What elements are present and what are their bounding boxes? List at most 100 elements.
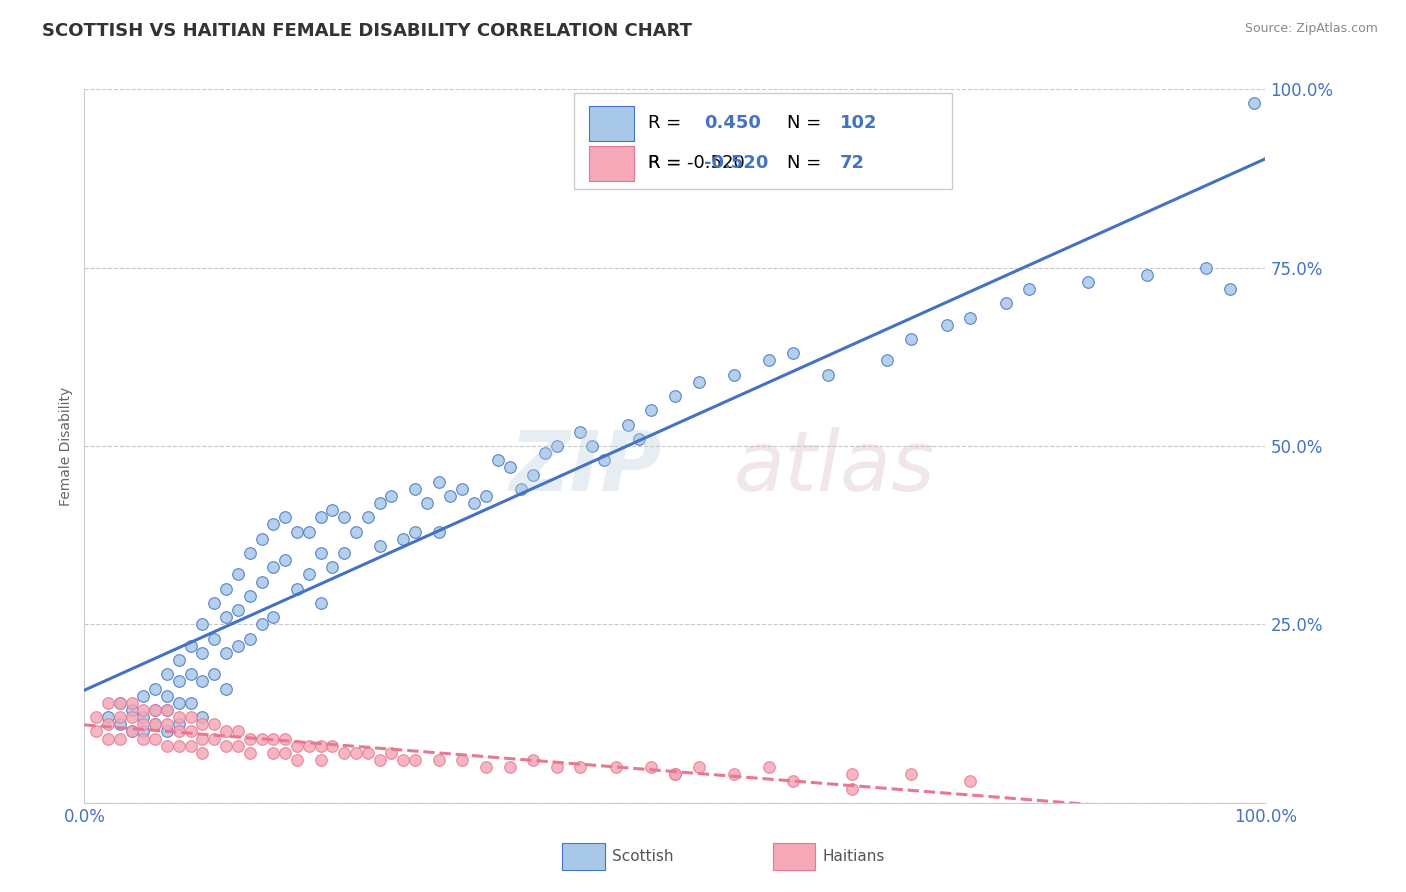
- Point: [132, 717, 155, 731]
- Point: [191, 731, 214, 746]
- Text: SCOTTISH VS HAITIAN FEMALE DISABILITY CORRELATION CHART: SCOTTISH VS HAITIAN FEMALE DISABILITY CO…: [42, 22, 692, 40]
- Point: [333, 746, 356, 760]
- Point: [841, 781, 863, 796]
- Point: [202, 632, 225, 646]
- Point: [132, 731, 155, 746]
- Point: [782, 774, 804, 789]
- Point: [84, 724, 107, 739]
- Point: [215, 610, 238, 624]
- Point: [664, 767, 686, 781]
- Point: [723, 368, 745, 382]
- Point: [404, 753, 426, 767]
- Point: [522, 467, 544, 482]
- Point: [143, 703, 166, 717]
- Point: [215, 724, 238, 739]
- Point: [298, 567, 321, 582]
- Point: [97, 710, 120, 724]
- Point: [900, 332, 922, 346]
- Point: [427, 524, 450, 539]
- Point: [262, 610, 284, 624]
- Point: [392, 753, 415, 767]
- Point: [239, 546, 262, 560]
- Point: [226, 567, 249, 582]
- Point: [333, 510, 356, 524]
- Point: [285, 753, 308, 767]
- Point: [309, 739, 332, 753]
- Point: [143, 731, 166, 746]
- Point: [581, 439, 603, 453]
- Point: [782, 346, 804, 360]
- Point: [368, 753, 391, 767]
- Point: [202, 717, 225, 731]
- Point: [191, 646, 214, 660]
- Point: [191, 710, 214, 724]
- Point: [239, 731, 262, 746]
- Point: [321, 560, 343, 574]
- Point: [321, 739, 343, 753]
- Point: [108, 731, 131, 746]
- Point: [226, 739, 249, 753]
- Text: 102: 102: [841, 114, 877, 132]
- Point: [628, 432, 651, 446]
- Point: [1077, 275, 1099, 289]
- Point: [616, 417, 638, 432]
- Point: [758, 353, 780, 368]
- Point: [392, 532, 415, 546]
- Point: [202, 731, 225, 746]
- Point: [640, 403, 662, 417]
- Point: [510, 482, 533, 496]
- Text: R =: R =: [648, 114, 681, 132]
- Text: N =: N =: [787, 154, 821, 172]
- Point: [475, 760, 498, 774]
- Point: [167, 674, 190, 689]
- Point: [994, 296, 1017, 310]
- Point: [121, 703, 143, 717]
- Point: [180, 667, 202, 681]
- Point: [876, 353, 898, 368]
- Point: [333, 546, 356, 560]
- Point: [180, 696, 202, 710]
- Point: [226, 639, 249, 653]
- Point: [309, 753, 332, 767]
- Text: Haitians: Haitians: [823, 849, 884, 863]
- Point: [156, 717, 179, 731]
- Point: [156, 667, 179, 681]
- Point: [97, 717, 120, 731]
- Text: R =: R =: [648, 154, 681, 172]
- Point: [121, 724, 143, 739]
- Point: [309, 546, 332, 560]
- Point: [121, 724, 143, 739]
- Point: [167, 724, 190, 739]
- Point: [285, 582, 308, 596]
- Point: [357, 510, 380, 524]
- Point: [1136, 268, 1159, 282]
- Point: [191, 717, 214, 731]
- Point: [404, 524, 426, 539]
- Point: [380, 489, 402, 503]
- Bar: [589, 106, 634, 141]
- Point: [463, 496, 485, 510]
- Point: [664, 767, 686, 781]
- Point: [380, 746, 402, 760]
- Point: [239, 632, 262, 646]
- Point: [344, 524, 367, 539]
- Text: atlas: atlas: [734, 427, 935, 508]
- Point: [180, 639, 202, 653]
- Point: [250, 532, 273, 546]
- Point: [202, 667, 225, 681]
- Point: [132, 689, 155, 703]
- Point: [167, 696, 190, 710]
- Point: [321, 503, 343, 517]
- Point: [202, 596, 225, 610]
- Point: [97, 696, 120, 710]
- Point: [262, 560, 284, 574]
- Point: [817, 368, 839, 382]
- Point: [180, 710, 202, 724]
- Point: [546, 439, 568, 453]
- Point: [215, 739, 238, 753]
- Point: [108, 696, 131, 710]
- Point: [723, 767, 745, 781]
- Point: [167, 717, 190, 731]
- Point: [758, 760, 780, 774]
- Point: [427, 475, 450, 489]
